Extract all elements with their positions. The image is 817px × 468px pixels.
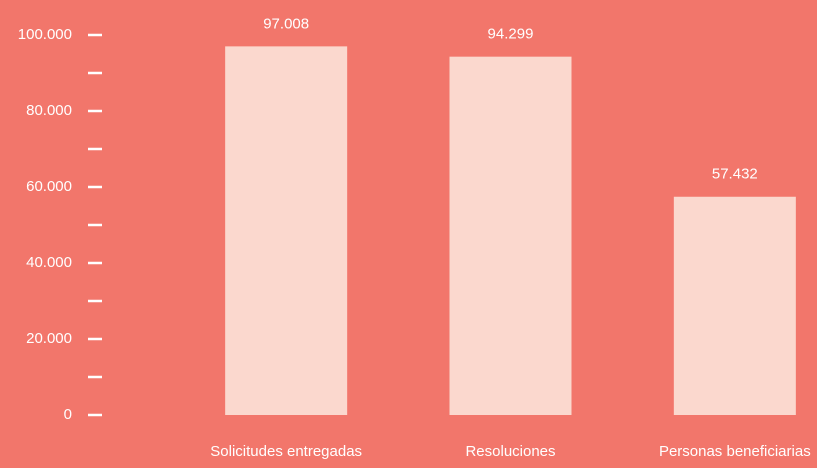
- y-tick-label: 20.000: [26, 330, 72, 347]
- y-tick-label: 80.000: [26, 102, 72, 119]
- bar: [449, 56, 572, 416]
- bar: [673, 196, 796, 415]
- x-tick-label: Resoluciones: [465, 443, 555, 460]
- y-tick-label: 100.000: [18, 26, 72, 43]
- y-tick-label: 40.000: [26, 254, 72, 271]
- y-tick-label: 60.000: [26, 178, 72, 195]
- x-tick-label: Solicitudes entregadas: [210, 443, 362, 460]
- value-label: 94.299: [488, 26, 534, 43]
- bar: [225, 46, 348, 415]
- y-tick-label: 0: [64, 406, 72, 423]
- x-tick-label: Personas beneficiarias: [659, 443, 811, 460]
- value-label: 97.008: [263, 15, 309, 32]
- value-label: 57.432: [712, 166, 758, 183]
